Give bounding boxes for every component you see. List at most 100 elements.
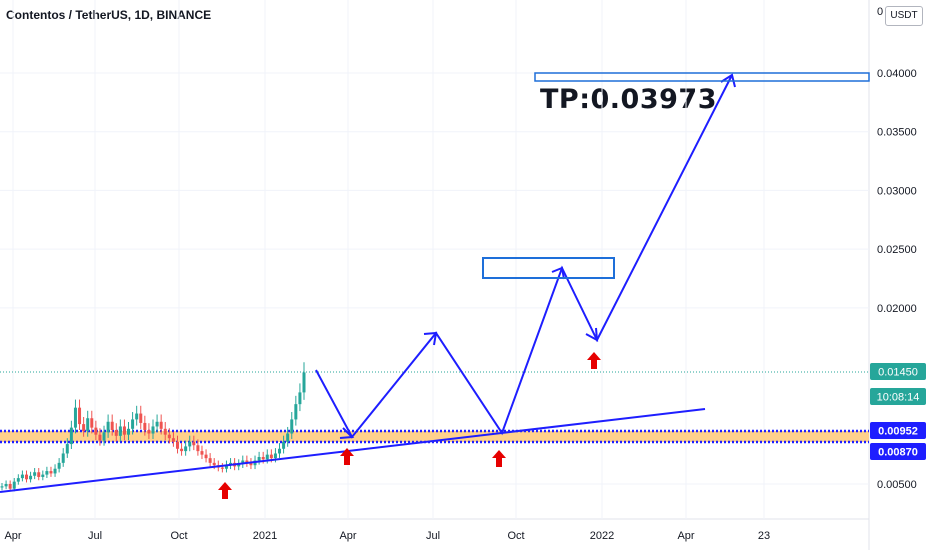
countdown-value: 10:08:14 — [877, 392, 920, 404]
candles — [0, 362, 306, 492]
candle-body — [49, 471, 53, 474]
candle-body — [78, 407, 82, 425]
price-tag-upper: 0.00952 — [870, 422, 926, 439]
candle-body — [200, 451, 204, 455]
candle-body — [167, 434, 171, 439]
upper-level-value: 0.00952 — [878, 426, 918, 438]
candle-body — [37, 472, 41, 477]
projection-arrowhead-5 — [720, 73, 736, 88]
candle-body — [204, 454, 208, 459]
intermediate-target-box — [482, 257, 615, 279]
candle-body — [4, 484, 8, 487]
candle-body — [286, 433, 290, 442]
red-arrow-icon — [492, 450, 506, 467]
candle-body — [294, 404, 298, 420]
candle-body — [90, 418, 94, 428]
candle-body — [61, 453, 65, 463]
candle-body — [106, 421, 110, 433]
projection-arrowhead-4 — [585, 327, 599, 342]
candle-body — [20, 474, 24, 479]
currency-selector[interactable]: USDT — [885, 6, 923, 26]
trend-line — [0, 408, 706, 493]
candle-body — [175, 441, 179, 449]
candle-body — [122, 426, 126, 435]
price-tag-lower: 0.00870 — [870, 443, 926, 460]
price-tag-last: 0.01450 — [870, 363, 926, 380]
candle-body — [33, 472, 37, 476]
red-arrow-icon — [587, 352, 601, 369]
candle-body — [298, 392, 302, 405]
candle-body — [159, 421, 163, 429]
price-tag-countdown: 10:08:14 — [870, 388, 926, 405]
candle-body — [212, 462, 216, 466]
candle-body — [257, 456, 261, 461]
candle-body — [0, 486, 4, 488]
candle-body — [110, 421, 114, 430]
candle-body — [12, 481, 16, 489]
x-tick-label: Oct — [507, 530, 524, 542]
candle-body — [220, 467, 224, 469]
y-tick-label: 0.02500 — [877, 244, 917, 256]
lower-level-value: 0.00870 — [878, 447, 918, 459]
y-tick-label: 0.03000 — [877, 185, 917, 197]
candle-body — [249, 462, 253, 466]
candle-body — [196, 445, 200, 452]
candle-body — [102, 432, 106, 441]
y-tick-label: 0.04000 — [877, 68, 917, 80]
candle-body — [163, 428, 167, 435]
candle-body — [45, 471, 49, 475]
projection-path — [315, 74, 733, 439]
candle-body — [269, 454, 273, 459]
red-arrow-icon — [218, 482, 232, 499]
candle-body — [208, 458, 212, 463]
candle-body — [53, 468, 57, 474]
candle-body — [184, 446, 188, 452]
projection-arrowhead-1 — [339, 427, 355, 439]
candle-body — [155, 421, 159, 427]
x-tick-label: Apr — [339, 530, 356, 542]
y-tick-label: 0.02000 — [877, 303, 917, 315]
candle-body — [82, 424, 86, 432]
candle-body — [241, 460, 245, 465]
x-tick-label: Oct — [170, 530, 187, 542]
candle-body — [278, 448, 282, 454]
candle-body — [86, 418, 90, 432]
candle-body — [265, 454, 269, 460]
candle-body — [282, 441, 286, 449]
x-tick-label: Jul — [88, 530, 102, 542]
candle-body — [180, 448, 184, 452]
candle-body — [41, 474, 45, 477]
time-scale: Apr Jul Oct 2021 Apr Jul Oct 2022 Apr 23 — [4, 530, 770, 542]
x-tick-label: Apr — [4, 530, 21, 542]
x-tick-label: 2022 — [590, 530, 614, 542]
candle-body — [143, 422, 147, 430]
x-tick-label: 23 — [758, 530, 770, 542]
last-price-value: 0.01450 — [878, 367, 918, 379]
candle-body — [237, 464, 241, 467]
red-arrow-icon — [340, 448, 354, 465]
projection-arrowhead-3 — [551, 266, 565, 280]
candle-body — [245, 460, 249, 463]
candle-body — [192, 441, 196, 446]
x-tick-label: 2021 — [253, 530, 277, 542]
y-tick-label: 0.03500 — [877, 127, 917, 139]
y-tick-label: 0.00500 — [877, 479, 917, 491]
candle-body — [302, 372, 306, 393]
x-tick-label: Apr — [677, 530, 694, 542]
candle-body — [118, 426, 122, 436]
candle-body — [147, 429, 151, 434]
x-tick-label: Jul — [426, 530, 440, 542]
candle-body — [69, 427, 73, 445]
candle-body — [290, 419, 294, 434]
candle-body — [73, 407, 77, 428]
tp-target-box — [534, 72, 870, 82]
candle-body — [16, 478, 20, 482]
candle-body — [8, 484, 12, 489]
scale-zero-label: 0 — [877, 6, 884, 18]
candle-body — [94, 427, 98, 435]
candle-body — [151, 426, 155, 434]
candle-body — [224, 465, 228, 469]
projection-arrowhead-2 — [423, 331, 438, 346]
candle-body — [135, 413, 139, 420]
